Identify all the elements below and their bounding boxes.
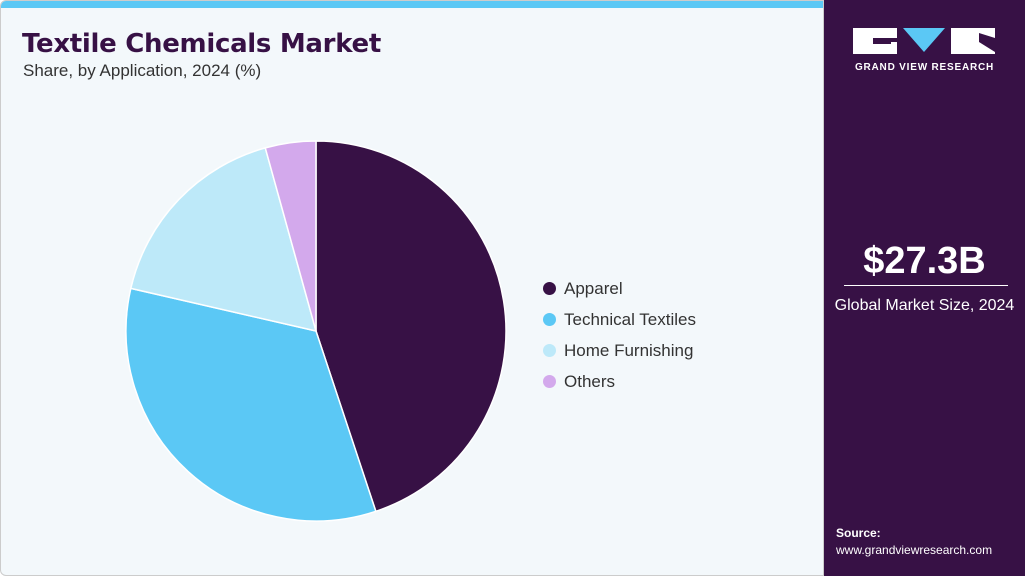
source-url[interactable]: www.grandviewresearch.com (836, 543, 993, 557)
divider (844, 285, 1008, 286)
pie-slice-apparel (315, 140, 507, 513)
legend-item-others: Others (543, 366, 696, 397)
legend-label: Technical Textiles (564, 309, 696, 329)
market-size-value: $27.3B (863, 240, 986, 282)
accent-bar (1, 1, 823, 8)
legend-item-apparel: Apparel (543, 273, 696, 304)
legend-label: Apparel (564, 278, 623, 298)
legend-label: Others (564, 371, 616, 391)
chart-title: Textile Chemicals Market (22, 29, 381, 59)
legend: Apparel Technical Textiles Home Furnishi… (543, 273, 696, 397)
chart-area: Textile Chemicals Market Share, by Appli… (0, 0, 824, 576)
market-size-label: Global Market Size, 2024 (834, 297, 1015, 314)
pie-chart (125, 140, 507, 522)
pie-slice-technical-textiles (125, 287, 377, 522)
pie-slice-home-furnishing (129, 146, 318, 333)
legend-swatch (543, 375, 556, 388)
legend-swatch (543, 282, 556, 295)
legend-swatch (543, 344, 556, 357)
brand-name: GRAND VIEW RESEARCH (854, 62, 995, 73)
chart-subtitle: Share, by Application, 2024 (%) (23, 61, 262, 80)
side-panel: GRAND VIEW RESEARCH $27.3B Global Market… (824, 0, 1025, 576)
legend-label: Home Furnishing (564, 340, 694, 360)
grand-view-research-logo (853, 28, 995, 54)
legend-swatch (543, 313, 556, 326)
legend-item-technical-textiles: Technical Textiles (543, 304, 696, 335)
pie-slice-others (264, 140, 317, 332)
source-label: Source: (836, 526, 881, 540)
legend-item-home-furnishing: Home Furnishing (543, 335, 696, 366)
